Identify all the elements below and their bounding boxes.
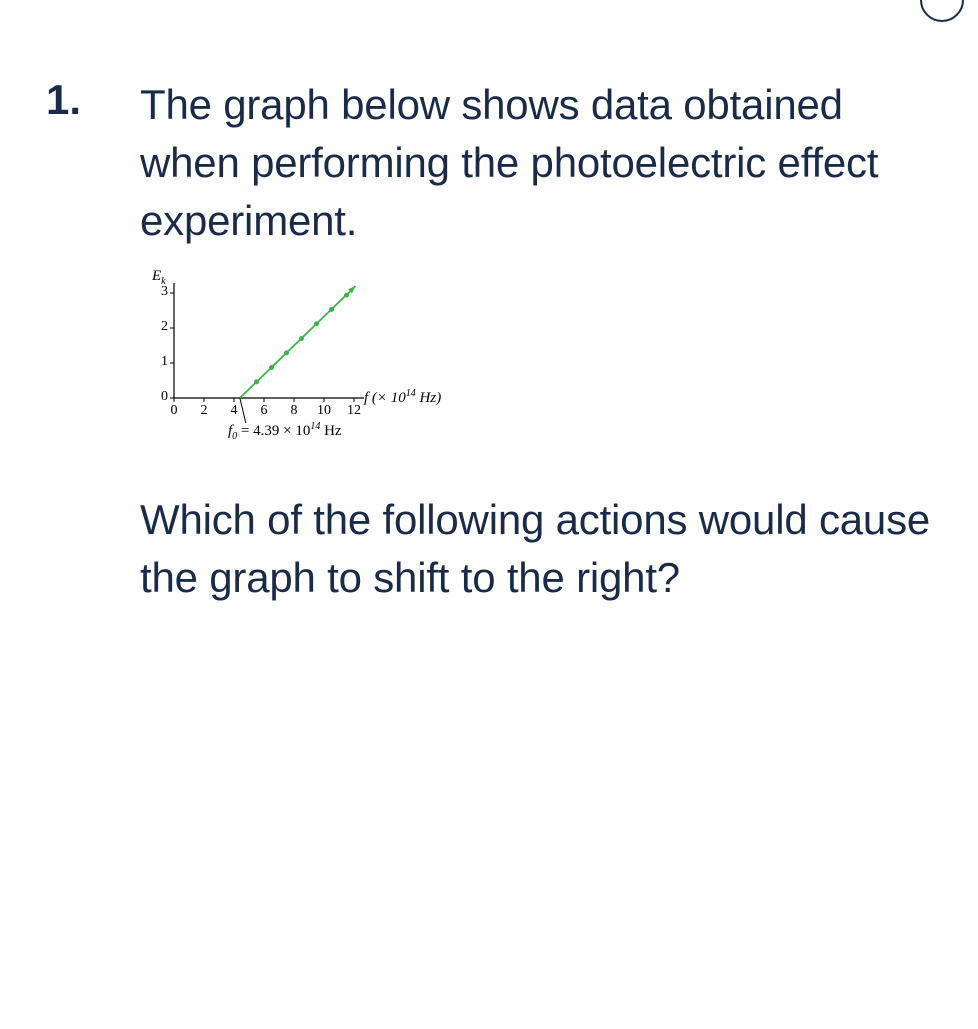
x-tick-label: 2 (194, 403, 214, 419)
x-tick-label: 8 (284, 403, 304, 419)
x-tick-label: 4 (224, 403, 244, 419)
question-paragraph-1: The graph below shows data obtained when… (140, 76, 952, 250)
f0-annotation: f0 = 4.39 × 1014 Hz (228, 421, 342, 442)
y-tick-label: 1 (148, 354, 168, 370)
x-tick-label: 6 (254, 403, 274, 419)
question-content: The graph below shows data obtained when… (140, 76, 952, 607)
photoelectric-chart: Ek f (× 1014 Hz) f0 = 4.39 × 1014 Hz 012… (136, 268, 496, 443)
x-tick-label: 10 (314, 403, 334, 419)
y-tick-label: 2 (148, 319, 168, 335)
question-number: 1. (46, 76, 100, 607)
question-paragraph-2: Which of the following actions would cau… (140, 491, 952, 607)
x-axis-label: f (× 1014 Hz) (364, 388, 441, 407)
x-tick-label: 12 (344, 403, 364, 419)
x-tick-label: 0 (164, 403, 184, 419)
y-tick-label: 3 (148, 284, 168, 300)
question-container: 1. The graph below shows data obtained w… (0, 0, 978, 607)
